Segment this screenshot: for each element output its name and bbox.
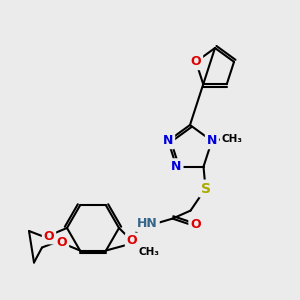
Text: HN: HN <box>137 217 158 230</box>
Text: O: O <box>57 236 67 249</box>
Text: CH₃: CH₃ <box>221 134 242 144</box>
Text: O: O <box>44 230 54 242</box>
Text: O: O <box>127 235 137 248</box>
Text: S: S <box>200 182 211 196</box>
Text: N: N <box>163 134 173 147</box>
Text: CH₃: CH₃ <box>139 247 160 257</box>
Text: O: O <box>190 218 201 231</box>
Text: N: N <box>171 160 182 173</box>
Text: O: O <box>191 55 201 68</box>
Text: N: N <box>207 134 217 147</box>
